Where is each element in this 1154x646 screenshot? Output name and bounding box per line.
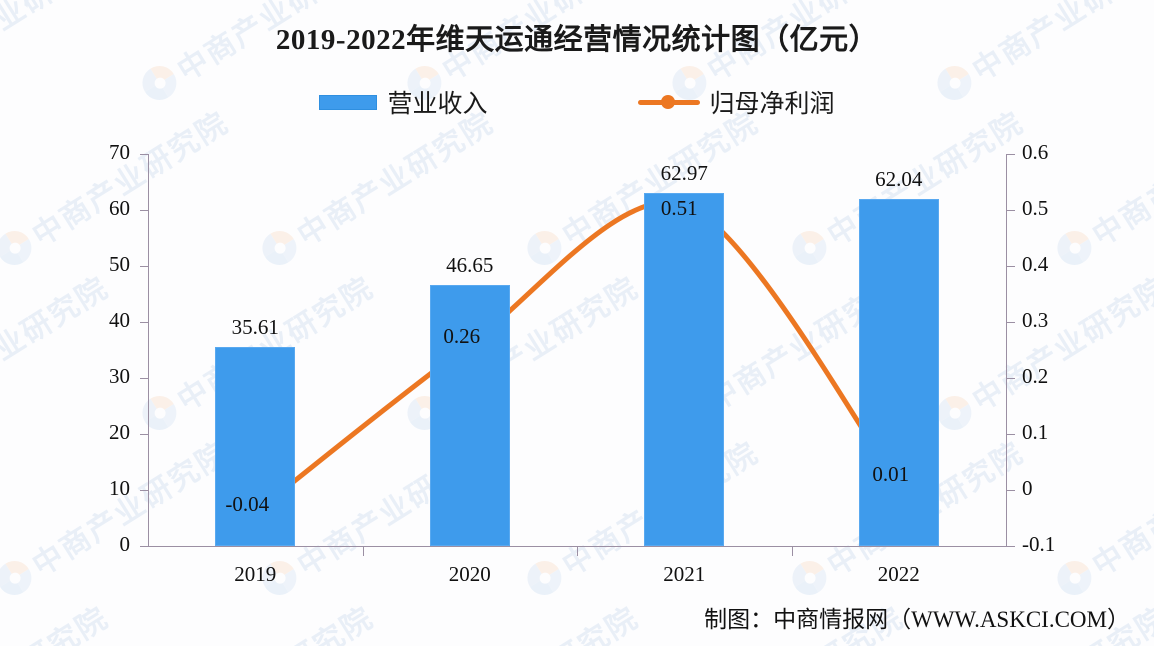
y-tick-label-right: 0.2: [1022, 364, 1049, 388]
x-tick: [791, 547, 793, 556]
x-axis: [148, 546, 1007, 547]
y-tick-left: [140, 322, 148, 323]
y-tick-right: [1007, 434, 1015, 435]
y-tick-label-right: 0.3: [1022, 308, 1049, 332]
x-tick: [362, 547, 364, 556]
legend-item-revenue[interactable]: 营业收入: [319, 84, 488, 120]
x-category-label-2020: 2020: [448, 562, 491, 586]
y-tick-left: [140, 378, 148, 379]
bar-2021[interactable]: [644, 193, 725, 546]
y-tick-label-left: 0: [119, 532, 131, 556]
legend-line-swatch-icon: [637, 95, 700, 110]
y-tick-label-right: 0.6: [1022, 140, 1049, 164]
y-tick-label-left: 50: [109, 252, 130, 276]
y-tick-right: [1007, 210, 1015, 211]
line-value-label-2019: -0.04: [225, 492, 270, 517]
line-series-path: [252, 199, 902, 515]
y-tick-left: [140, 434, 148, 435]
x-tick: [577, 547, 578, 556]
legend-label-net-profit: 归母净利润: [709, 91, 835, 118]
line-value-label-2021: 0.51: [660, 196, 698, 221]
y-tick-left: [140, 490, 148, 491]
chart-legend: 营业收入 归母净利润: [0, 84, 1154, 120]
y-tick-label-left: 40: [109, 308, 130, 332]
bar-value-label-2021: 62.97: [660, 161, 708, 186]
y-tick-right: [1007, 490, 1015, 491]
legend-label-revenue: 营业收入: [387, 91, 488, 118]
y-tick-label-left: 60: [109, 196, 130, 220]
x-category-label-2022: 2022: [877, 562, 920, 586]
y-tick-label-left: 70: [109, 140, 130, 164]
y-tick-label-right: 0.1: [1022, 420, 1049, 444]
y-axis-right: [1006, 154, 1007, 547]
chart-title: 2019-2022年维天运通经营情况统计图（亿元）: [275, 24, 879, 56]
y-tick-left: [140, 266, 148, 267]
y-tick-label-right: 0.5: [1022, 196, 1049, 220]
y-tick-right: [1007, 266, 1015, 267]
y-tick-label-left: 10: [109, 476, 130, 500]
chart-credit: 制图：中商情报网（WWW.ASKCI.COM）: [704, 607, 1130, 632]
y-tick-left: [140, 546, 148, 547]
bar-2022[interactable]: [858, 198, 939, 546]
y-axis-left: [148, 154, 149, 547]
line-value-label-2020: 0.26: [443, 324, 481, 349]
y-tick-right: [1007, 546, 1015, 547]
bar-value-label-2022: 62.04: [875, 166, 923, 191]
y-tick-label-right: 0: [1022, 476, 1033, 500]
y-tick-label-left: 30: [109, 364, 130, 388]
bar-2020[interactable]: [429, 284, 510, 546]
x-category-label-2021: 2021: [663, 562, 706, 586]
y-tick-right: [1007, 154, 1015, 155]
x-category-label-2019: 2019: [234, 562, 277, 586]
y-tick-right: [1007, 322, 1015, 323]
line-value-label-2022: 0.01: [872, 462, 910, 487]
legend-item-net-profit[interactable]: 归母净利润: [637, 84, 835, 120]
y-tick-left: [140, 210, 148, 211]
legend-bar-swatch-icon: [319, 94, 378, 110]
bar-2019[interactable]: [215, 346, 296, 546]
y-tick-left: [140, 154, 148, 155]
y-tick-label-right: -0.1: [1022, 532, 1056, 556]
bar-value-label-2020: 46.65: [446, 252, 494, 277]
y-tick-label-right: 0.4: [1022, 252, 1049, 276]
bar-value-label-2019: 35.61: [231, 314, 279, 339]
y-tick-right: [1007, 378, 1015, 379]
y-tick-label-left: 20: [109, 420, 130, 444]
